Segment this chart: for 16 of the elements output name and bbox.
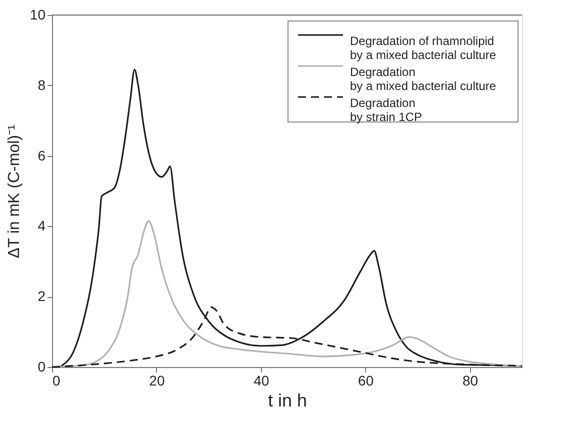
x-tick-label: 80 xyxy=(462,372,478,388)
x-axis-title: t in h xyxy=(268,390,308,410)
x-tick-label: 20 xyxy=(149,372,165,388)
x-tick-label: 60 xyxy=(358,372,374,388)
y-tick-label: 4 xyxy=(38,218,46,234)
y-tick-label: 0 xyxy=(38,358,46,374)
y-tick-label: 10 xyxy=(30,6,46,22)
y-tick-label: 8 xyxy=(38,76,46,93)
legend-label: Degradation by a mixed bacterial culture xyxy=(350,65,496,93)
y-tick-label: 2 xyxy=(38,288,46,304)
y-axis-title: ΔT in mK (C-mol)⁻¹ xyxy=(6,124,23,258)
x-tick-label: 0 xyxy=(52,372,60,388)
y-tick-label: 6 xyxy=(38,147,46,164)
x-tick-label: 40 xyxy=(254,372,270,388)
legend-label: Degradation by strain 1CP xyxy=(350,96,422,124)
legend-label: Degradation of rhamnolipid by a mixed bacterial culture xyxy=(350,34,496,62)
